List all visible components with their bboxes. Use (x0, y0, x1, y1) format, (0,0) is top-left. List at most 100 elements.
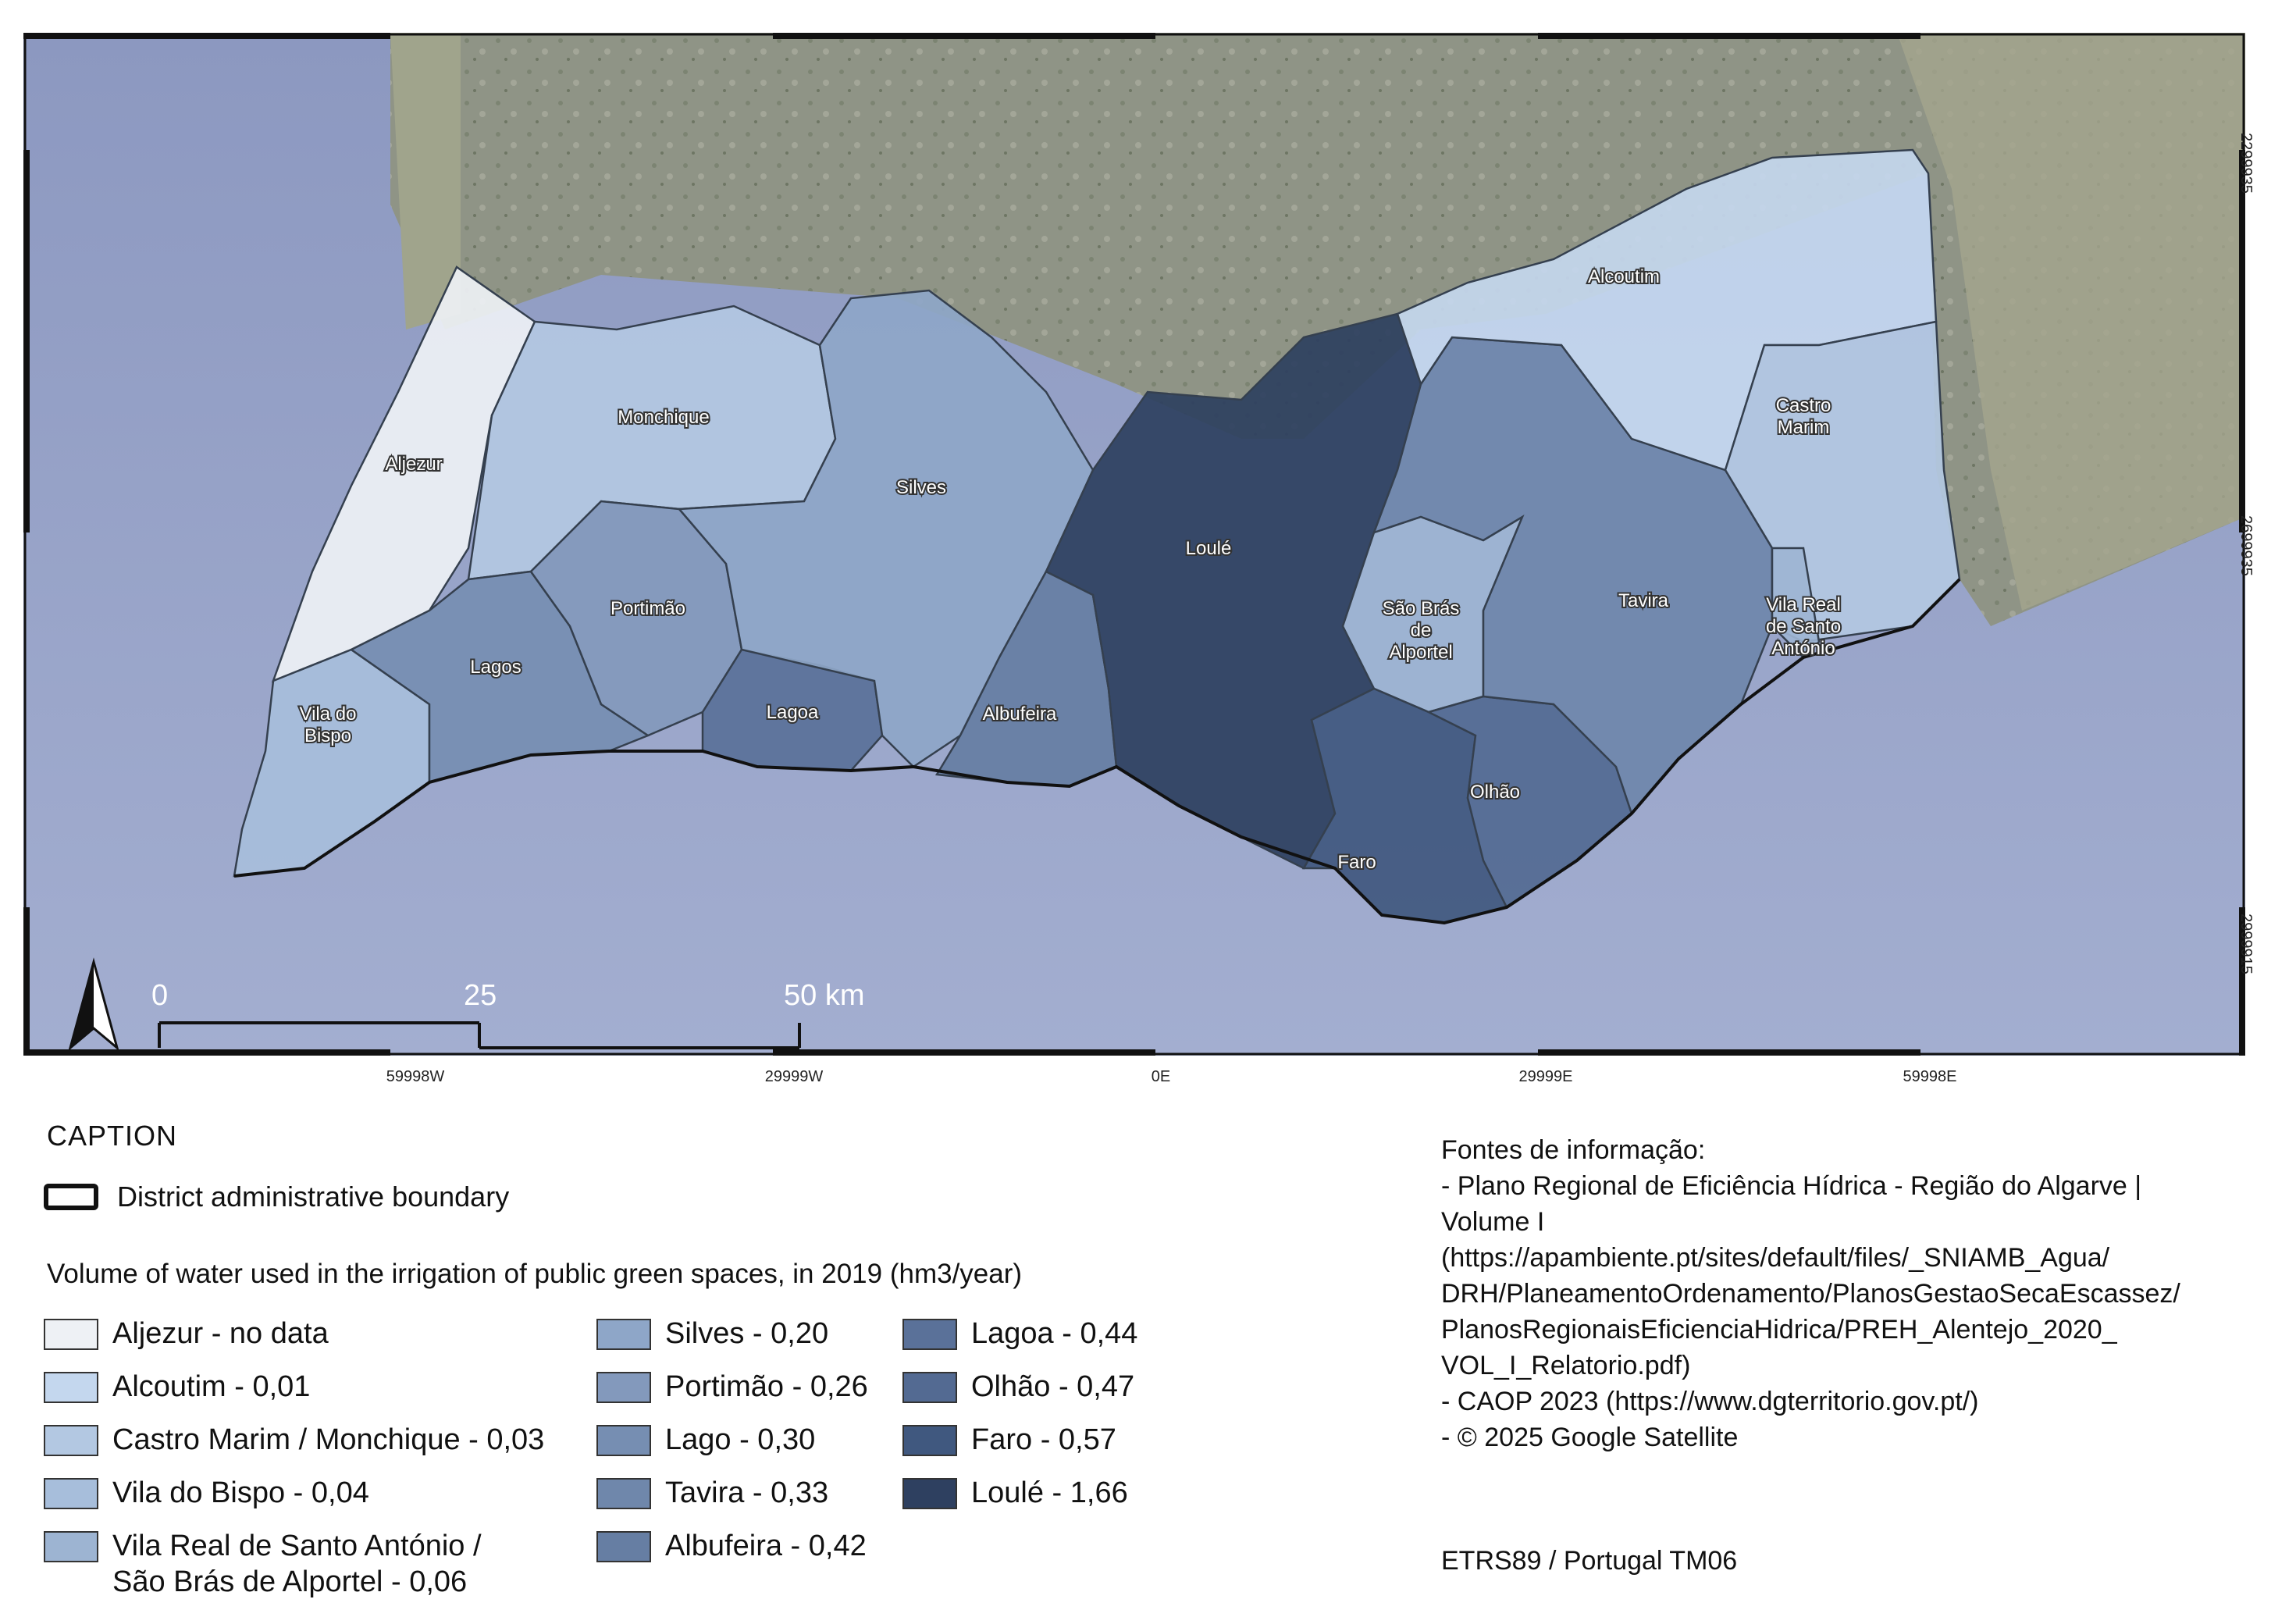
scale-label-25: 25 (464, 979, 497, 1012)
lat-tick: 2699935 (2237, 515, 2255, 576)
lat-tick: 2999915 (2237, 914, 2255, 974)
legend-item: Faro - 0,57 (902, 1422, 1137, 1458)
label-lagoa: Lagoa (767, 702, 819, 723)
label-vila-real-de-santo-ant-nio: Vila Real de Santo António (1766, 594, 1841, 659)
legend-swatch (902, 1478, 957, 1509)
legend-swatch (44, 1319, 98, 1350)
label-s-o-br-s-de-alportel: São Brás de Alportel (1383, 598, 1460, 663)
scale-label-0: 0 (151, 979, 168, 1012)
legend-swatch (596, 1425, 651, 1456)
legend-item: Vila do Bispo - 0,04 (44, 1475, 544, 1511)
coastline (233, 578, 1961, 925)
label-silves: Silves (896, 477, 946, 498)
legend-label: Portimão - 0,26 (665, 1370, 868, 1403)
legend-swatch (596, 1478, 651, 1509)
source-line: VOL_I_Relatorio.pdf) (1441, 1351, 1691, 1380)
sources-block: Fontes de informação: - Plano Regional de… (1441, 1132, 2230, 1455)
legend-label: Alcoutim - 0,01 (112, 1370, 311, 1403)
region-vrsa[interactable] (1771, 547, 1821, 659)
source-line: Volume I (1441, 1207, 1545, 1237)
label-vila-do-bispo: Vila do Bispo (300, 703, 357, 746)
legend-item: Lagoa - 0,44 (902, 1316, 1137, 1352)
legend-column-3: Lagoa - 0,44 Olhão - 0,47 Faro - 0,57 Loulé… (902, 1316, 1137, 1528)
map-frame[interactable]: Aljezur Alcoutim Castro Marim Monchique Vila … (23, 33, 2245, 1056)
legend-item: Alcoutim - 0,01 (44, 1369, 544, 1405)
label-monchique: Monchique (618, 407, 709, 428)
legend-item: Silves - 0,20 (596, 1316, 868, 1352)
region-silves[interactable] (677, 289, 1095, 768)
source-line: DRH/PlaneamentoOrdenamento/PlanosGestaoS… (1441, 1279, 2180, 1309)
label-lagos: Lagos (470, 657, 521, 678)
legend-swatch (596, 1531, 651, 1562)
legend-item: Castro Marim / Monchique - 0,03 (44, 1422, 544, 1458)
legend-label: Vila do Bispo - 0,04 (112, 1476, 369, 1509)
source-line: PlanosRegionaisEficienciaHidrica/PREH_Al… (1441, 1315, 2117, 1345)
legend-swatch (44, 1531, 98, 1562)
scale-label-50: 50 km (784, 979, 864, 1012)
legend-swatch (44, 1478, 98, 1509)
legend-label: Lago - 0,30 (665, 1423, 816, 1456)
label-tavira: Tavira (1618, 590, 1669, 611)
label-olh-o: Olhão (1470, 782, 1520, 803)
legend-swatch (902, 1319, 957, 1350)
legend-label: Faro - 0,57 (971, 1423, 1116, 1456)
frame-ticks (23, 33, 2245, 1056)
legend-swatch (902, 1425, 957, 1456)
source-line: (https://apambiente.pt/sites/default/fil… (1441, 1243, 2110, 1273)
legend-label: Loulé - 1,66 (971, 1476, 1128, 1509)
caption-title: CAPTION (47, 1120, 178, 1152)
hinterland-east (1897, 33, 2245, 611)
legend-label: Olhão - 0,47 (971, 1370, 1135, 1403)
legend-label: Aljezur - no data (112, 1317, 329, 1350)
label-loul-: Loulé (1186, 538, 1232, 559)
lon-tick: 29999E (1518, 1068, 1573, 1085)
legend-column-1: Aljezur - no data Alcoutim - 0,01 Castro M… (44, 1316, 544, 1617)
label-portim-o: Portimão (610, 598, 685, 619)
legend-heading: Volume of water used in the irrigation o… (47, 1259, 1023, 1289)
legend-label: Lagoa - 0,44 (971, 1317, 1138, 1350)
legend-item: Olhão - 0,47 (902, 1369, 1137, 1405)
municipalities (233, 148, 1961, 924)
north-arrow-icon (68, 957, 119, 1052)
source-line: - Plano Regional de Eficiência Hídrica -… (1441, 1171, 2142, 1201)
legend-label: Silves - 0,20 (665, 1317, 829, 1350)
scale-bar: 0 25 50 km (151, 979, 864, 1049)
label-faro: Faro (1337, 852, 1376, 873)
map-canvas[interactable]: Aljezur Alcoutim Castro Marim Monchique Vila … (23, 33, 2245, 1056)
lon-tick: 59998W (386, 1068, 445, 1085)
lon-tick: 29999W (764, 1068, 824, 1085)
legend-label: Castro Marim / Monchique - 0,03 (112, 1423, 545, 1456)
legend-item: Albufeira - 0,42 (596, 1528, 868, 1564)
legend-item: Aljezur - no data (44, 1316, 544, 1352)
source-line: Fontes de informação: (1441, 1135, 1706, 1165)
legend-item: Portimão - 0,26 (596, 1369, 868, 1405)
boundary-swatch (44, 1184, 98, 1210)
source-line: - CAOP 2023 (https://www.dgterritorio.go… (1441, 1387, 1979, 1416)
legend-swatch (596, 1372, 651, 1403)
legend-swatch (44, 1372, 98, 1403)
label-aljezur: Aljezur (385, 454, 442, 475)
legend-swatch (44, 1425, 98, 1456)
lon-tick: 59998E (1903, 1068, 1957, 1085)
municipality-labels: Aljezur Alcoutim Castro Marim Monchique Vila … (298, 265, 1843, 874)
legend-column-2: Silves - 0,20 Portimão - 0,26 Lago - 0,30 T… (596, 1316, 868, 1581)
label-castro-marim: Castro Marim (1776, 395, 1831, 438)
legend-item: Tavira - 0,33 (596, 1475, 868, 1511)
label-alcoutim: Alcoutim (1588, 266, 1660, 287)
legend-swatch (596, 1319, 651, 1350)
legend-item: Vila Real de Santo António / São Brás de… (44, 1528, 544, 1600)
legend-swatch (902, 1372, 957, 1403)
legend-label: Tavira - 0,33 (665, 1476, 829, 1509)
hinterland-west-coast (390, 33, 461, 329)
crs-label: ETRS89 / Portugal TM06 (1441, 1546, 1738, 1576)
lat-tick: 2299935 (2237, 133, 2255, 194)
legend-label: Albufeira - 0,42 (665, 1530, 867, 1562)
boundary-label: District administrative boundary (117, 1181, 510, 1213)
lon-tick: 0E (1151, 1068, 1171, 1085)
legend-label: Vila Real de Santo António / São Brás de… (112, 1530, 482, 1598)
label-albufeira: Albufeira (983, 703, 1057, 725)
legend-item: Loulé - 1,66 (902, 1475, 1137, 1511)
legend-item: Lago - 0,30 (596, 1422, 868, 1458)
source-line: - © 2025 Google Satellite (1441, 1423, 1739, 1452)
boundary-legend-row: District administrative boundary (44, 1181, 509, 1213)
